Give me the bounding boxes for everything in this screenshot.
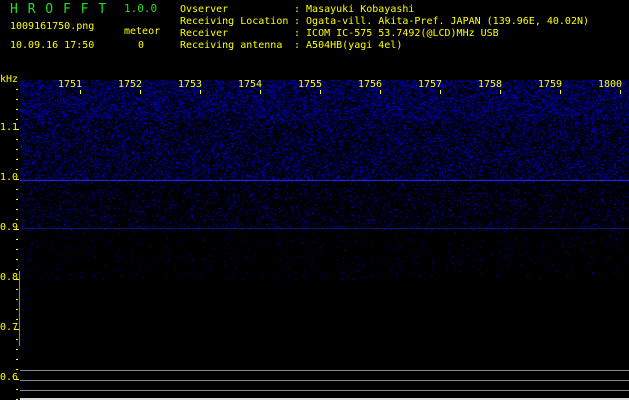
info-label-observer: Ovserver — [180, 4, 229, 15]
minor-tick — [16, 249, 18, 250]
minor-tick — [16, 259, 18, 260]
minor-tick — [16, 339, 18, 340]
time-label: 1759 — [538, 79, 563, 90]
meteor-count: 0 — [138, 40, 145, 51]
filename: 1009161750.png — [10, 21, 95, 32]
minor-tick — [16, 169, 18, 170]
minor-tick — [16, 139, 18, 140]
time-tick — [80, 90, 81, 94]
minor-tick — [16, 329, 18, 330]
minor-tick — [16, 129, 18, 130]
minor-tick — [16, 159, 18, 160]
minor-tick — [16, 149, 18, 150]
info-label-antenna: Receiving antenna — [180, 40, 283, 51]
grid-line — [20, 380, 629, 381]
info-value-receiver: : ICOM IC-575 53.7492(@LCD)MHz USB — [294, 28, 499, 39]
minor-tick — [16, 209, 18, 210]
time-tick — [560, 90, 561, 94]
minor-tick — [16, 319, 18, 320]
version: 1.0.0 — [124, 2, 158, 15]
time-tick — [320, 90, 321, 94]
minor-tick — [16, 379, 18, 380]
meteor-label: meteor — [124, 26, 161, 37]
minor-tick — [16, 239, 18, 240]
freq-label: 1.1 — [0, 122, 19, 133]
minor-tick — [16, 299, 18, 300]
time-label: 1751 — [58, 79, 83, 90]
time-label: 1754 — [238, 79, 263, 90]
minor-tick — [16, 219, 18, 220]
freq-label: 0.7 — [0, 322, 19, 333]
time-tick — [500, 90, 501, 94]
minor-tick — [16, 349, 18, 350]
time-tick — [380, 90, 381, 94]
minor-tick — [16, 369, 18, 370]
minor-tick — [16, 199, 18, 200]
freq-label: 1.0 — [0, 172, 19, 183]
time-label: 1753 — [178, 79, 203, 90]
minor-tick — [16, 89, 18, 90]
time-label: 1755 — [298, 79, 323, 90]
minor-tick — [16, 179, 18, 180]
time-label: 1752 — [118, 79, 143, 90]
info-value-observer: : Masayuki Kobayashi — [294, 4, 415, 15]
time-tick — [200, 90, 201, 94]
time-tick — [260, 90, 261, 94]
grid-line — [20, 370, 629, 371]
minor-tick — [16, 269, 18, 270]
time-tick — [620, 90, 621, 94]
minor-tick — [16, 229, 18, 230]
grid-line — [20, 390, 629, 391]
freq-unit: kHz — [0, 74, 19, 85]
minor-tick — [16, 359, 18, 360]
minor-tick — [16, 99, 18, 100]
time-tick — [440, 90, 441, 94]
time-label: 1758 — [478, 79, 503, 90]
spectrogram — [20, 80, 629, 400]
info-label-location: Receiving Location — [180, 16, 289, 27]
info-value-antenna: : A504HB(yagi 4el) — [294, 40, 403, 51]
minor-tick — [16, 279, 18, 280]
minor-tick — [16, 189, 18, 190]
freq-label: 0.6 — [0, 372, 19, 383]
time-label: 1800 — [598, 79, 623, 90]
time-tick — [140, 90, 141, 94]
info-value-location: : Ogata-vill. Akita-Pref. JAPAN (139.96E… — [294, 16, 590, 27]
info-label-receiver: Receiver — [180, 28, 229, 39]
minor-tick — [16, 109, 18, 110]
bottom-bar — [20, 398, 629, 400]
app-title: H R O F F T — [10, 2, 108, 17]
time-label: 1757 — [418, 79, 443, 90]
time-label: 1756 — [358, 79, 383, 90]
freq-label: 0.9 — [0, 222, 19, 233]
freq-label: 0.8 — [0, 272, 19, 283]
minor-tick — [16, 119, 18, 120]
minor-tick — [16, 389, 18, 390]
axis-marker — [19, 271, 20, 346]
minor-tick — [16, 309, 18, 310]
datetime: 10.09.16 17:50 — [10, 40, 95, 51]
minor-tick — [16, 289, 18, 290]
